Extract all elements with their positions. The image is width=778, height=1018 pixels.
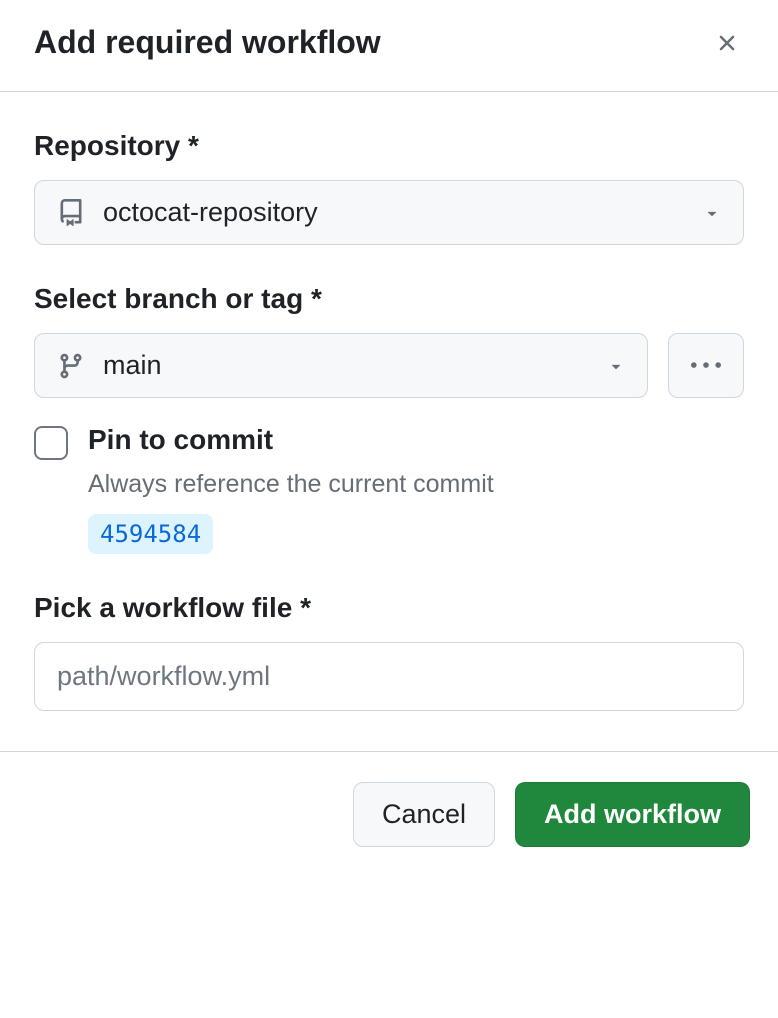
close-icon: [714, 30, 740, 56]
repository-label: Repository *: [34, 130, 744, 162]
pin-commit-text: Pin to commit Always reference the curre…: [88, 424, 744, 554]
repository-value: octocat-repository: [103, 197, 685, 228]
repository-field: Repository * octocat-repository: [34, 130, 744, 245]
cancel-button[interactable]: Cancel: [353, 782, 495, 847]
dialog-body: Repository * octocat-repository Select b…: [0, 92, 778, 751]
pin-commit-checkbox[interactable]: [34, 426, 68, 460]
add-required-workflow-dialog: Add required workflow Repository * octoc…: [0, 0, 778, 877]
branch-select[interactable]: main: [34, 333, 648, 398]
repo-icon: [57, 199, 85, 227]
dialog-footer: Cancel Add workflow: [0, 751, 778, 877]
caret-down-icon: [607, 357, 625, 375]
close-button[interactable]: [710, 26, 744, 60]
dialog-header: Add required workflow: [0, 0, 778, 92]
workflow-file-label: Pick a workflow file *: [34, 592, 744, 624]
caret-down-icon: [703, 204, 721, 222]
pin-commit-title: Pin to commit: [88, 424, 744, 456]
branch-field: Select branch or tag * main Pin to commi…: [34, 283, 744, 554]
repository-select[interactable]: octocat-repository: [34, 180, 744, 245]
add-workflow-button[interactable]: Add workflow: [515, 782, 750, 847]
branch-label: Select branch or tag *: [34, 283, 744, 315]
branch-value: main: [103, 350, 589, 381]
branch-more-button[interactable]: [668, 333, 744, 398]
kebab-horizontal-icon: [691, 351, 721, 381]
pin-commit-row: Pin to commit Always reference the curre…: [34, 424, 744, 554]
branch-row: main: [34, 333, 744, 398]
pin-commit-description: Always reference the current commit: [88, 466, 744, 504]
workflow-file-input[interactable]: [34, 642, 744, 711]
dialog-title: Add required workflow: [34, 24, 381, 61]
git-branch-icon: [57, 352, 85, 380]
workflow-file-field: Pick a workflow file *: [34, 592, 744, 711]
commit-sha-pill: 4594584: [88, 514, 213, 554]
